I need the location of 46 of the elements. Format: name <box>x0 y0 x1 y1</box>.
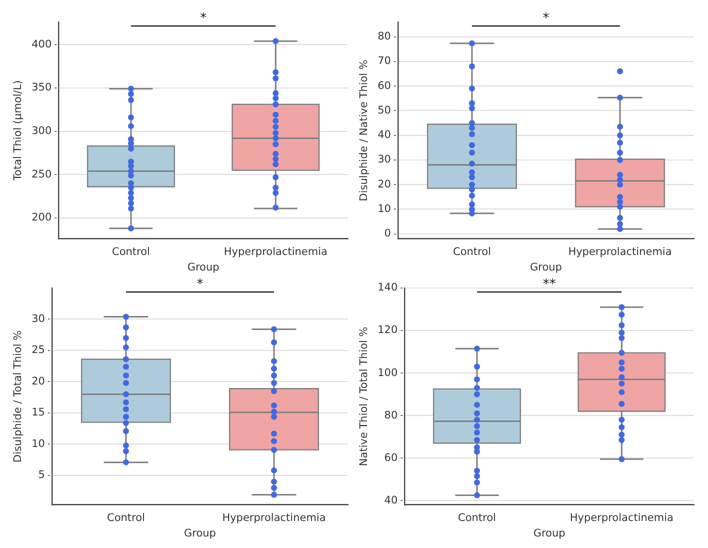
y-tick-label: 20 <box>32 375 45 388</box>
y-tick-label: 350 <box>32 82 52 94</box>
y-axis-title: Native Thiol / Total Thiol % <box>358 326 370 466</box>
y-tick-label: 30 <box>32 312 45 325</box>
y-tick-label: 80 <box>384 409 398 422</box>
y-axis-title: Disulphide / Total Thiol % <box>12 330 24 462</box>
x-tick-label: Hyperprolactinemia <box>568 246 672 258</box>
y-tick-label: 200 <box>32 212 52 224</box>
y-tick-label: 20 <box>378 178 391 190</box>
y-tick-label: 25 <box>32 344 45 356</box>
y-tick-label: 100 <box>378 366 398 379</box>
x-tick-label: Control <box>112 246 150 258</box>
x-axis-title: Group <box>184 527 216 540</box>
y-tick-label: 0 <box>384 228 391 240</box>
y-tick-label: 10 <box>32 438 45 450</box>
annotation: * <box>542 10 550 26</box>
annotation: * <box>200 10 208 26</box>
y-tick-label: 15 <box>32 406 45 419</box>
y-tick-label: 40 <box>378 129 391 142</box>
x-tick-label: Hyperprolactinemia <box>570 512 674 524</box>
x-axis-title: Group <box>187 261 220 274</box>
y-tick-label: 120 <box>378 324 398 336</box>
y-tick-label: 30 <box>378 154 391 166</box>
y-tick-label: 80 <box>378 30 391 43</box>
y-tick-label: 70 <box>378 55 391 68</box>
y-tick-label: 400 <box>32 38 52 50</box>
y-tick-label: 5 <box>38 469 45 482</box>
annotation: * <box>196 276 204 292</box>
y-tick-label: 60 <box>384 452 398 464</box>
x-tick-label: Control <box>452 246 491 258</box>
x-axis-title: Group <box>530 261 562 274</box>
x-tick-label: Control <box>106 512 145 524</box>
y-axis-title: Total Thiol (µmol/L) <box>12 80 24 182</box>
x-tick-label: Hyperprolactinemia <box>222 512 326 524</box>
y-tick-label: 10 <box>378 202 391 215</box>
y-tick-label: 40 <box>384 494 398 506</box>
y-tick-label: 50 <box>378 104 391 116</box>
x-tick-label: Hyperprolactinemia <box>224 246 328 258</box>
y-tick-label: 140 <box>378 282 398 294</box>
x-tick-label: Control <box>458 512 496 524</box>
y-tick-label: 250 <box>32 168 52 180</box>
y-tick-label: 300 <box>32 125 52 137</box>
annotation: ** <box>542 276 556 292</box>
x-axis-title: Group <box>533 527 566 540</box>
y-tick-label: 60 <box>378 80 391 92</box>
y-axis-title: Disulphide / Native Thiol % <box>358 60 370 202</box>
